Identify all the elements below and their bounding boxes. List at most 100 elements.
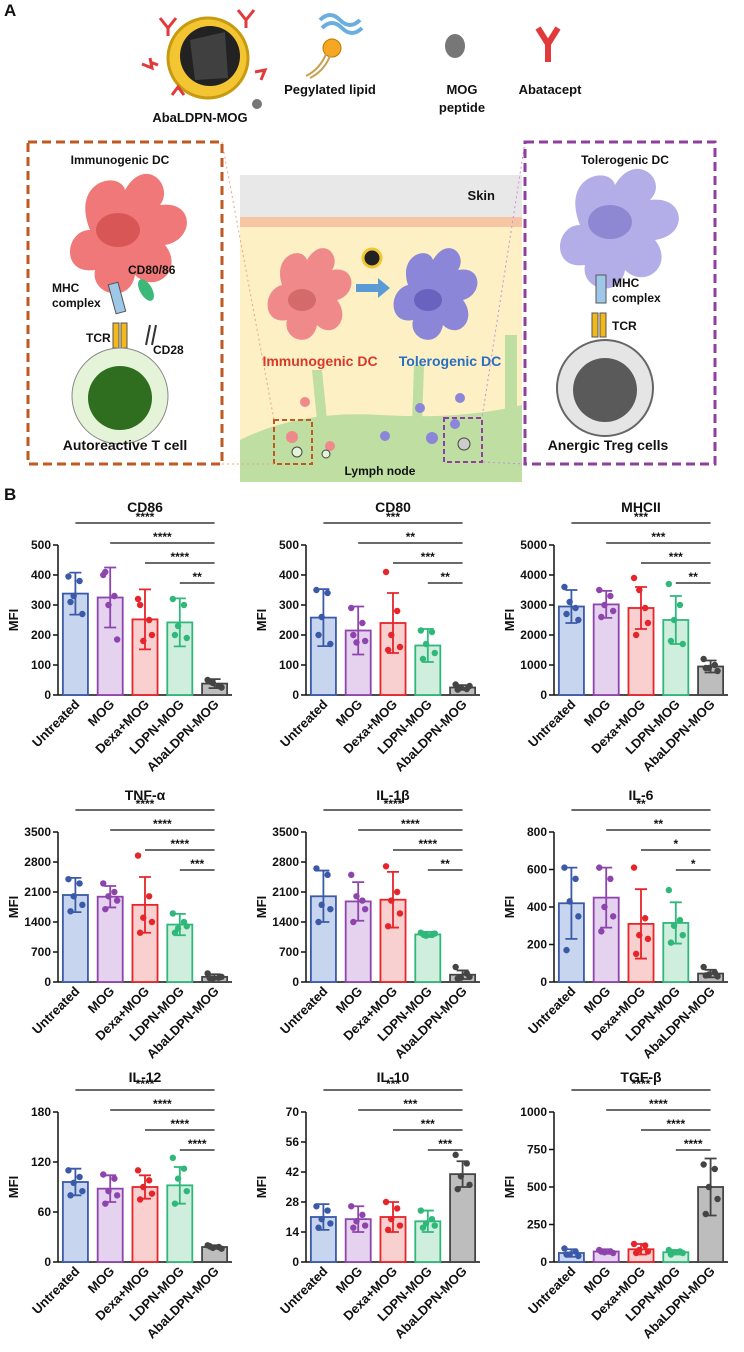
data-point — [598, 613, 605, 621]
data-point — [136, 929, 144, 936]
data-point — [102, 1200, 109, 1207]
significance-label: *** — [403, 1097, 417, 1111]
error-bar — [104, 566, 117, 629]
data-point — [171, 1200, 179, 1207]
significance-label: **** — [401, 817, 420, 831]
arrow — [356, 278, 390, 298]
data-point — [105, 601, 112, 609]
y-tick-label: 1400 — [272, 915, 299, 929]
data-point — [70, 893, 77, 900]
data-point — [100, 1171, 107, 1178]
data-point — [145, 616, 153, 624]
data-point — [171, 631, 179, 639]
panel-letter: A — [4, 1, 16, 20]
data-point — [431, 930, 438, 937]
data-point — [714, 973, 721, 980]
bar — [96, 895, 124, 983]
y-tick-label: 1400 — [24, 915, 51, 929]
significance-label: **** — [649, 1097, 668, 1111]
data-point — [218, 1245, 225, 1252]
data-point — [393, 888, 401, 896]
data-point — [169, 1154, 177, 1162]
data-point — [359, 1211, 366, 1219]
x-tick-label: MOG — [85, 697, 118, 730]
y-tick-label: 2000 — [520, 628, 547, 642]
significance-label: **** — [170, 550, 189, 564]
data-point — [313, 586, 320, 594]
nucleus — [414, 289, 442, 311]
data-point — [382, 1198, 390, 1206]
x-tick-label: Untreated — [29, 983, 83, 1037]
data-point — [70, 592, 77, 600]
zoom-line — [481, 461, 526, 465]
data-point — [630, 1240, 638, 1248]
data-point — [388, 897, 395, 904]
x-tick-label: MOG — [85, 1264, 118, 1297]
data-point — [644, 1248, 652, 1255]
data-point — [324, 1207, 331, 1214]
data-point — [419, 1224, 427, 1231]
label: Immunogenic DC — [262, 353, 377, 369]
data-point — [563, 946, 570, 954]
data-point — [457, 1173, 465, 1180]
data-point — [607, 875, 614, 883]
label: Abatacept — [519, 82, 583, 97]
x-tick-label: Untreated — [29, 696, 83, 750]
significance-label: *** — [190, 857, 204, 871]
mhc — [107, 281, 127, 315]
significance-label: **** — [153, 1097, 172, 1111]
y-tick-label: 0 — [292, 975, 299, 989]
y-tick-label: 700 — [31, 945, 51, 959]
x-tick-label: MOG — [581, 984, 614, 1017]
data-point — [575, 913, 582, 920]
antibody-icons — [141, 9, 268, 96]
y-tick-label: 42 — [286, 1165, 300, 1179]
data-point — [327, 1220, 334, 1227]
data-point — [388, 631, 395, 639]
data-point — [145, 893, 153, 900]
y-tick-label: 1000 — [520, 658, 547, 672]
y-tick-label: 200 — [31, 628, 51, 642]
y-tick-label: 2100 — [272, 885, 299, 899]
data-point — [665, 580, 673, 588]
y-tick-label: 500 — [31, 538, 51, 552]
data-point — [361, 1222, 369, 1229]
peptide-icon — [445, 34, 465, 58]
significance-label: *** — [669, 550, 683, 564]
data-point — [452, 1151, 459, 1159]
y-axis-label: MFI — [502, 896, 517, 918]
y-axis-label: MFI — [254, 896, 269, 918]
label: CD80/86 — [128, 263, 176, 277]
data-point — [148, 631, 156, 639]
data-point — [350, 918, 357, 926]
data-point — [384, 646, 392, 654]
data-point — [134, 595, 142, 603]
data-point — [382, 568, 390, 576]
data-point — [359, 619, 366, 627]
y-tick-label: 0 — [292, 1255, 299, 1269]
label: Autoreactive T cell — [63, 437, 188, 453]
y-tick-label: 250 — [527, 1218, 547, 1232]
data-point — [206, 678, 213, 685]
x-tick-label: MOG — [581, 697, 614, 730]
y-axis-label: MFI — [502, 1176, 517, 1198]
label: Pegylated lipid — [284, 82, 376, 97]
y-tick-label: 4000 — [520, 568, 547, 582]
zoom-box — [273, 419, 313, 465]
significance-label: *** — [634, 510, 648, 524]
data-point — [700, 655, 707, 663]
data-point — [359, 897, 366, 904]
significance-label: **** — [136, 510, 155, 524]
data-point — [563, 1251, 570, 1258]
data-point — [454, 1185, 461, 1193]
y-tick-label: 400 — [527, 900, 547, 914]
data-point — [218, 973, 225, 981]
data-point — [134, 1167, 142, 1174]
y-axis-label: MFI — [502, 609, 517, 631]
data-point — [596, 864, 603, 871]
panel-letter: B — [4, 485, 16, 504]
x-tick-label: Untreated — [29, 1263, 83, 1317]
y-tick-label: 400 — [279, 568, 299, 582]
label: CD28 — [153, 343, 184, 357]
data-point — [714, 1195, 721, 1203]
